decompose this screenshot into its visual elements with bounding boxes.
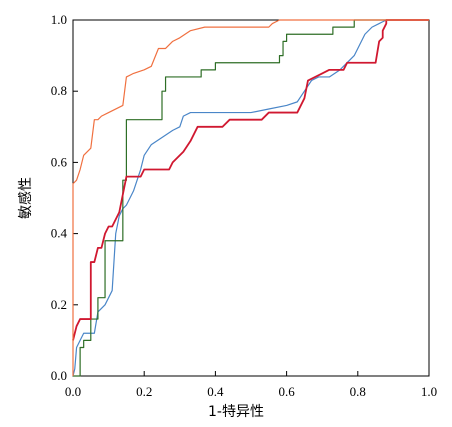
y-axis-title: 敏感性 <box>17 177 34 219</box>
x-tick-label: 1.0 <box>421 384 437 399</box>
x-tick-label: 0.2 <box>136 384 152 399</box>
plot-frame <box>72 19 430 377</box>
roc-curve-1 <box>72 19 429 377</box>
axis-ticks: 0.0 0.2 0.4 0.6 0.8 1.0 0.0 0.2 0.4 0.6 0.8 1.0 <box>51 12 437 399</box>
x-tick-label: 0.8 <box>350 384 366 399</box>
y-tick-label: 0.8 <box>51 83 67 98</box>
x-tick-label: 0.6 <box>278 384 295 399</box>
x-tick-label: 0.4 <box>207 384 224 399</box>
y-tick-label: 1.0 <box>51 12 67 27</box>
x-axis-title: 1-特异性 <box>208 404 264 420</box>
y-tick-label: 0.2 <box>51 297 67 312</box>
roc-curve-4 <box>72 19 429 376</box>
y-tick-label: 0.6 <box>51 154 68 169</box>
series-layer <box>72 19 429 377</box>
y-tick-label: 0.4 <box>51 226 68 241</box>
y-tick-label: 0.0 <box>51 368 67 383</box>
x-tick-label: 0.0 <box>65 384 81 399</box>
roc-curve-2 <box>73 19 429 377</box>
roc-curve-3 <box>72 19 429 341</box>
